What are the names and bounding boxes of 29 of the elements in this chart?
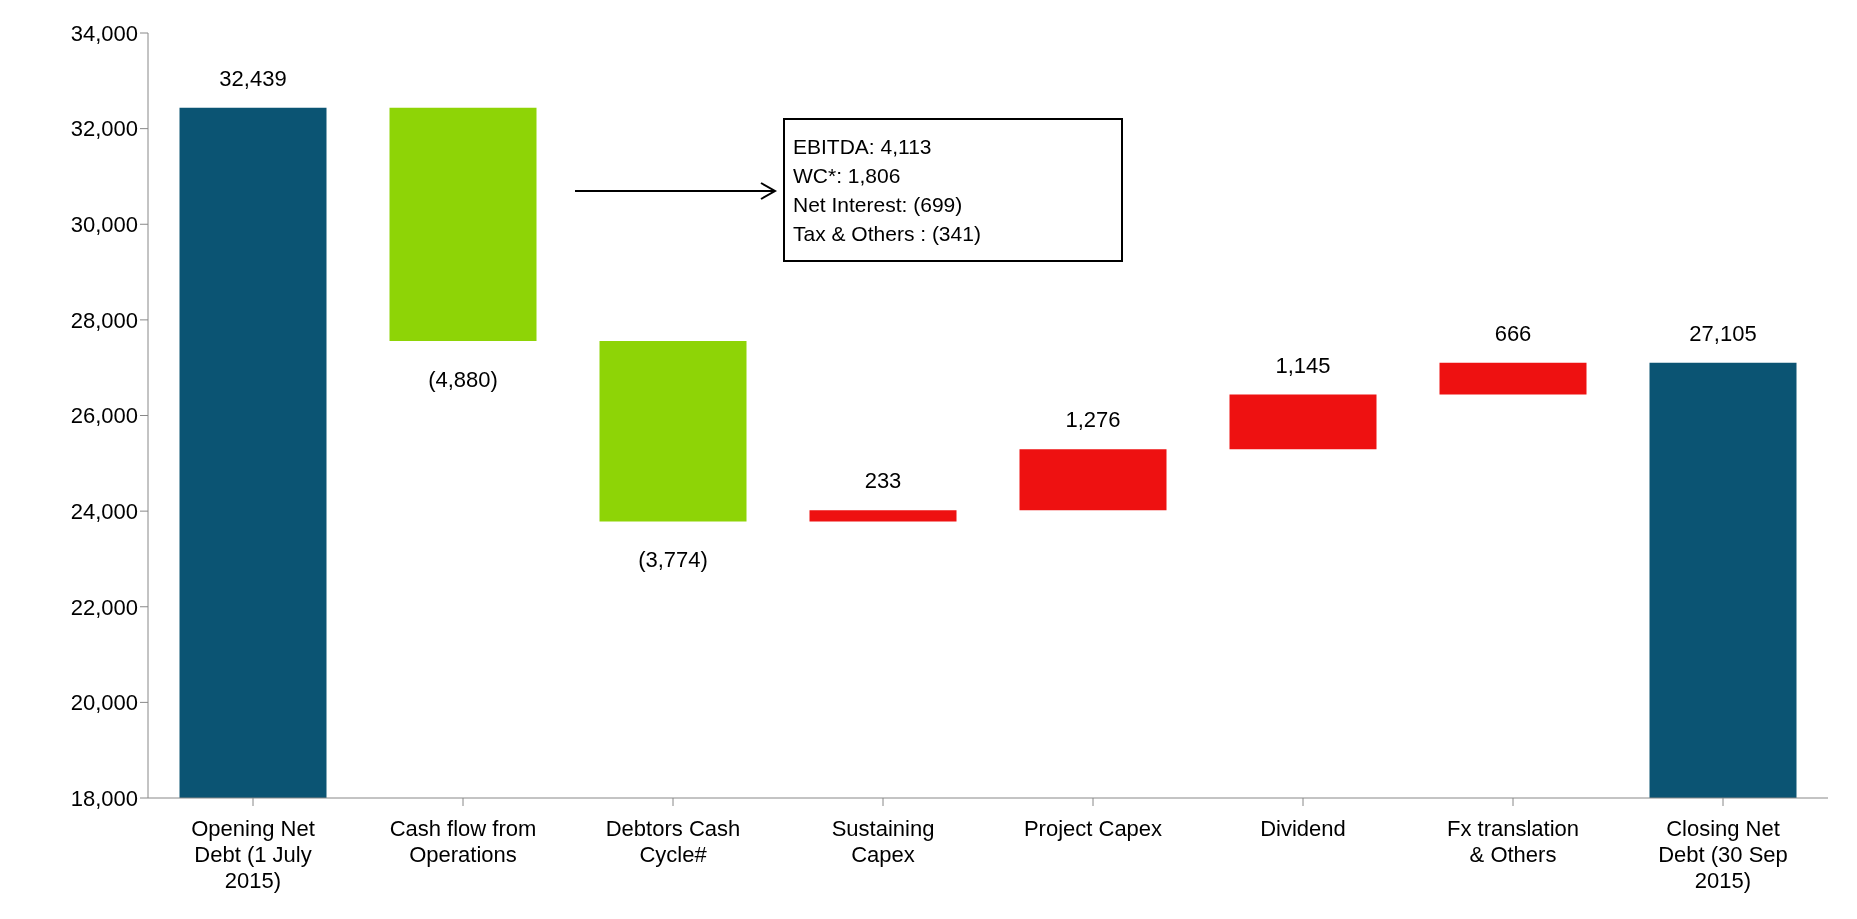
annotation: Tax & Others : (341) [793, 221, 982, 247]
y-tick-label: 18,000 [70, 785, 138, 811]
y-tick-label: 20,000 [70, 690, 138, 716]
data-label: 666 [1494, 320, 1532, 346]
y-tick-label: 30,000 [70, 212, 138, 238]
y-tick-label: 34,000 [70, 20, 138, 46]
annotation: WC*: 1,806 [793, 163, 902, 189]
data-label: (3,774) [638, 547, 708, 573]
x-tick-label: Project Capex [1023, 816, 1163, 841]
x-tick-label: Opening Net Debt (1 July 2015) [191, 816, 315, 893]
x-tick-label: Sustaining Capex [831, 816, 935, 867]
annotation: Net Interest: (699) [793, 192, 964, 218]
x-tick-label: Closing Net Debt (30 Sep 2015) [1658, 816, 1788, 893]
data-label: 32,439 [219, 65, 287, 91]
data-label: 233 [864, 468, 902, 494]
y-tick-label: 22,000 [70, 594, 138, 620]
x-tick-label: Dividend [1260, 816, 1346, 841]
data-label: 27,105 [1689, 320, 1757, 346]
x-tick-label: Fx translation & Others [1446, 816, 1580, 867]
x-tick-label: Cash flow from Operations [389, 816, 537, 867]
data-label: 1,145 [1275, 352, 1331, 378]
data-label: (4,880) [428, 366, 498, 392]
data-label: 1,276 [1065, 407, 1121, 433]
annotation: EBITDA: 4,113 [793, 134, 933, 160]
y-tick-label: 28,000 [70, 307, 138, 333]
y-tick-label: 32,000 [70, 116, 138, 142]
y-tick-label: 24,000 [70, 498, 138, 524]
y-tick-label: 26,000 [70, 403, 138, 429]
x-tick-label: Debtors Cash Cycle# [605, 816, 741, 867]
